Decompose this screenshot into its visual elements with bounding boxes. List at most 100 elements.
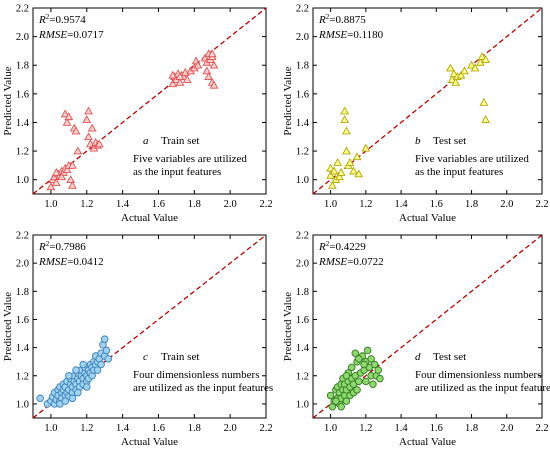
panel-b: 1.0 1.2 1.4 1.6 1.8 2.0 2.2 1.0 1.2 1.4 1.6 1.8 2.0 2… xyxy=(282,4,549,225)
x-tick-label: 1.6 xyxy=(430,423,443,434)
x-tick-label: 2.0 xyxy=(500,423,513,434)
data-point xyxy=(209,60,219,69)
note-line: as the input features xyxy=(415,166,503,178)
note-line: as the input features xyxy=(133,166,221,178)
r2-label: R xyxy=(318,14,326,26)
stats-block: R2=0.9574 RMSE=0.0717 xyxy=(38,13,104,41)
data-point xyxy=(342,397,351,405)
data-point xyxy=(329,166,339,175)
x-tick-label: 1.0 xyxy=(44,423,57,434)
y-tick-label: 2.0 xyxy=(16,32,29,43)
y-tick-label: 1.0 xyxy=(16,175,29,186)
y-tick-label: 1.4 xyxy=(296,343,310,354)
x-axis-label: Actual Value xyxy=(399,436,456,448)
data-point xyxy=(207,49,217,58)
data-point xyxy=(353,386,361,394)
y-tick-label: 2.0 xyxy=(296,259,309,270)
data-point xyxy=(355,355,363,363)
y-tick-label: 1.2 xyxy=(296,147,309,158)
y-axis-label: Predicted Value xyxy=(282,66,294,135)
x-axis-label: Actual Value xyxy=(399,212,456,224)
data-point xyxy=(94,139,104,148)
set-label: Train set xyxy=(161,135,199,147)
data-point xyxy=(104,355,113,363)
y-tick-label: 1.4 xyxy=(16,343,30,354)
data-point xyxy=(175,77,185,86)
r2-superscript: 2 xyxy=(326,13,330,21)
data-point xyxy=(370,360,379,369)
x-tick-label: 2.0 xyxy=(224,423,237,434)
data-point xyxy=(477,52,487,60)
axis-ticks: 1.0 1.2 1.4 1.6 1.8 2.0 2.2 1.0 1.2 1.4 1.6 1.8 2.0 2… xyxy=(16,4,273,211)
stats-block: R2=0.7986 RMSE=0.0412 xyxy=(38,240,104,268)
data-point xyxy=(470,63,480,72)
data-point xyxy=(68,160,77,169)
panel-letter: a xyxy=(143,135,149,147)
data-point xyxy=(51,168,61,176)
data-points xyxy=(326,346,384,411)
r2-stat: R2=0.4229 xyxy=(318,240,366,253)
data-point xyxy=(361,143,371,152)
data-point xyxy=(342,372,351,380)
note-line: Five variables are utilized xyxy=(415,153,529,165)
data-point xyxy=(71,126,81,135)
plot-frame xyxy=(32,7,267,195)
data-point xyxy=(175,72,185,81)
data-point xyxy=(57,172,67,181)
data-point xyxy=(62,165,72,174)
data-point xyxy=(367,355,375,363)
panel-letter: b xyxy=(415,135,421,147)
data-point xyxy=(93,366,102,374)
data-point xyxy=(51,178,61,186)
y-tick-label: 1.8 xyxy=(296,287,309,298)
data-point xyxy=(36,394,44,403)
data-point xyxy=(68,394,77,403)
rmse-label: RMSE xyxy=(318,256,347,268)
x-tick-label: 1.8 xyxy=(465,199,478,210)
data-point xyxy=(68,180,77,189)
r2-stat: R2=0.8875 xyxy=(318,13,366,26)
data-point xyxy=(363,346,372,355)
y-axis-label: Predicted Value xyxy=(2,292,14,361)
panel-letter: c xyxy=(143,351,148,363)
x-tick-label: 1.8 xyxy=(188,423,201,434)
panel-letter: d xyxy=(415,351,421,363)
data-point xyxy=(60,109,70,118)
data-point xyxy=(333,157,343,166)
data-point xyxy=(340,115,350,123)
r2-stat: R2=0.7986 xyxy=(38,240,86,253)
note-line: are utilized as the input features xyxy=(133,382,273,394)
r2-value: =0.7986 xyxy=(49,241,86,253)
r2-value: =0.8875 xyxy=(329,14,366,26)
note-line: are utilized as the input features xyxy=(415,382,550,394)
data-point xyxy=(204,72,214,81)
data-point xyxy=(467,60,476,69)
data-point xyxy=(352,152,362,161)
data-point xyxy=(374,366,382,374)
x-tick-label: 1.2 xyxy=(359,199,372,210)
data-point xyxy=(83,383,91,391)
data-point xyxy=(456,70,466,79)
x-tick-label: 1.6 xyxy=(152,199,165,210)
data-point xyxy=(481,54,490,63)
y-tick-label: 1.0 xyxy=(296,399,309,410)
rmse-value: =0.1180 xyxy=(347,29,384,41)
rmse-label: RMSE xyxy=(318,29,347,41)
axis-ticks: 1.0 1.2 1.4 1.6 1.8 2.0 2.2 1.0 1.2 1.4 1.6 1.8 2.0 2… xyxy=(296,4,549,211)
y-tick-label: 1.8 xyxy=(16,61,29,72)
y-tick-label: 1.2 xyxy=(16,147,29,158)
data-point xyxy=(87,123,97,132)
plot-frame xyxy=(312,7,543,195)
y-tick-label: 1.0 xyxy=(296,175,309,186)
data-point xyxy=(342,146,351,155)
data-point xyxy=(168,79,178,88)
data-point xyxy=(84,132,93,141)
y-tick-label: 1.2 xyxy=(296,371,309,382)
data-point xyxy=(182,75,192,83)
r2-superscript: 2 xyxy=(46,240,50,248)
data-point xyxy=(64,112,74,121)
y-tick-label: 1.4 xyxy=(16,118,30,129)
data-point xyxy=(460,66,469,75)
y-tick-label: 1.0 xyxy=(16,399,29,410)
r2-label: R xyxy=(38,241,46,253)
